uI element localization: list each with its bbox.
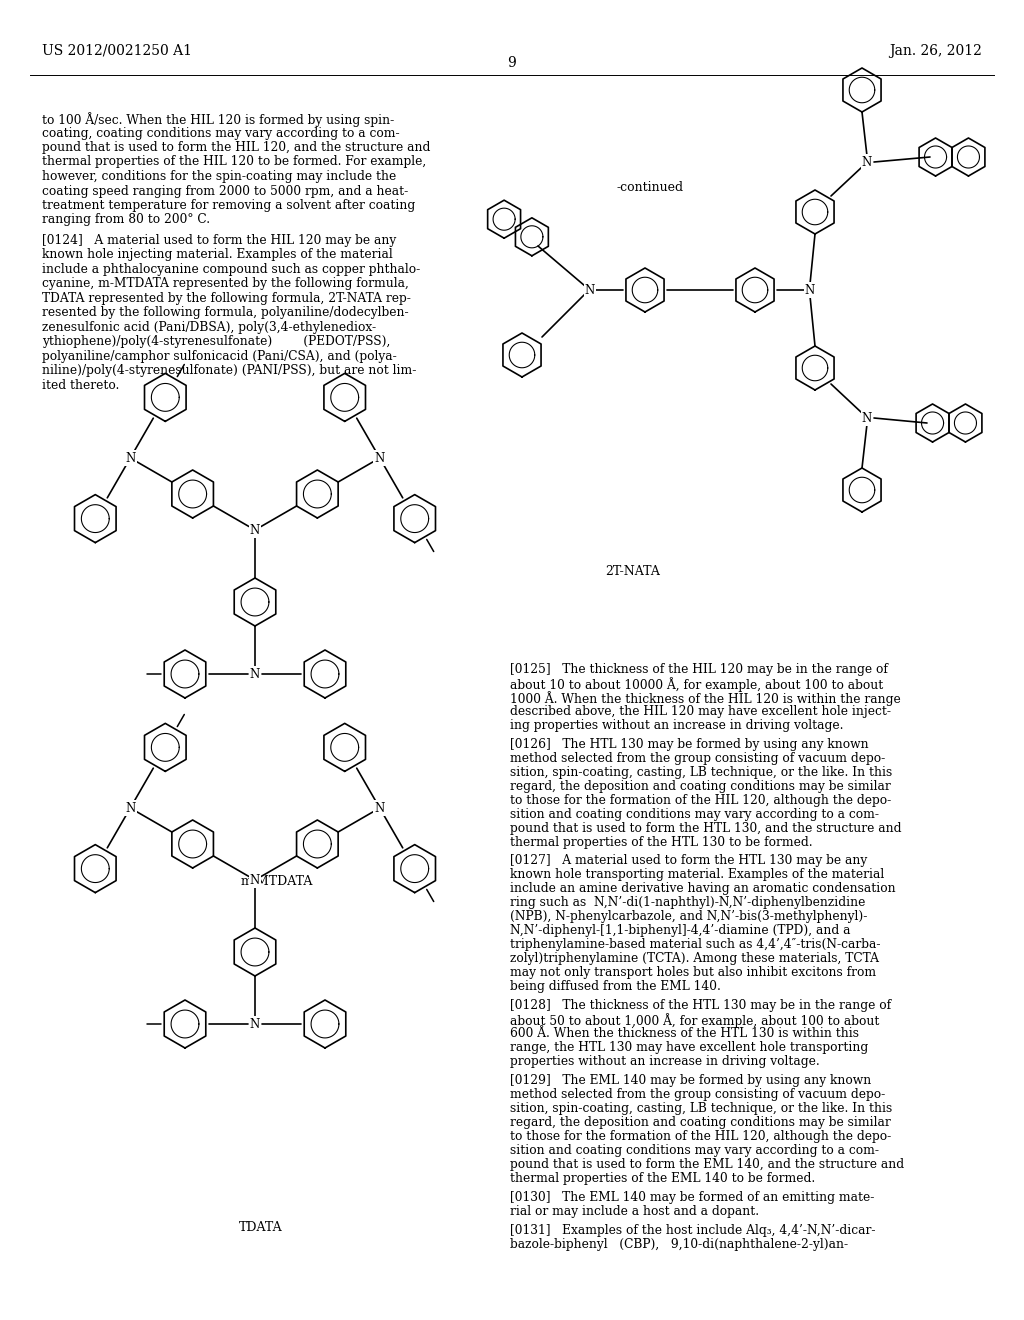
Text: to those for the formation of the HIL 120, although the depo-: to those for the formation of the HIL 12… — [510, 1130, 891, 1143]
Text: N: N — [250, 874, 260, 887]
Text: N: N — [862, 156, 872, 169]
Text: 9: 9 — [508, 55, 516, 70]
Text: m-MTDATA: m-MTDATA — [241, 875, 312, 888]
Text: [0127]   A material used to form the HTL 130 may be any: [0127] A material used to form the HTL 1… — [510, 854, 867, 867]
Text: sition, spin-coating, casting, LB technique, or the like. In this: sition, spin-coating, casting, LB techni… — [510, 1102, 892, 1115]
Text: coating speed ranging from 2000 to 5000 rpm, and a heat-: coating speed ranging from 2000 to 5000 … — [42, 185, 409, 198]
Text: coating, coating conditions may vary according to a com-: coating, coating conditions may vary acc… — [42, 127, 399, 140]
Text: N: N — [125, 451, 135, 465]
Text: 600 Å. When the thickness of the HTL 130 is within this: 600 Å. When the thickness of the HTL 130… — [510, 1027, 859, 1040]
Text: N: N — [250, 1018, 260, 1031]
Text: sition and coating conditions may vary according to a com-: sition and coating conditions may vary a… — [510, 1144, 879, 1158]
Text: N: N — [375, 451, 385, 465]
Text: include an amine derivative having an aromatic condensation: include an amine derivative having an ar… — [510, 883, 896, 895]
Text: [0131]   Examples of the host include Alq₃, 4,4’-N,N’-dicar-: [0131] Examples of the host include Alq₃… — [510, 1224, 876, 1237]
Text: US 2012/0021250 A1: US 2012/0021250 A1 — [42, 44, 193, 58]
Text: thermal properties of the EML 140 to be formed.: thermal properties of the EML 140 to be … — [510, 1172, 815, 1185]
Text: known hole transporting material. Examples of the material: known hole transporting material. Exampl… — [510, 869, 885, 882]
Text: (NPB), N-phenylcarbazole, and N,N’-bis(3-methylphenyl)-: (NPB), N-phenylcarbazole, and N,N’-bis(3… — [510, 911, 867, 924]
Text: thermal properties of the HIL 120 to be formed. For example,: thermal properties of the HIL 120 to be … — [42, 156, 426, 169]
Text: TDATA represented by the following formula, 2T-NATA rep-: TDATA represented by the following formu… — [42, 292, 411, 305]
Text: [0125]   The thickness of the HIL 120 may be in the range of: [0125] The thickness of the HIL 120 may … — [510, 663, 888, 676]
Text: ring such as  N,N’-di(1-naphthyl)-N,N’-diphenylbenzidine: ring such as N,N’-di(1-naphthyl)-N,N’-di… — [510, 896, 865, 909]
Text: polyaniline/camphor sulfonicacid (Pani/CSA), and (polya-: polyaniline/camphor sulfonicacid (Pani/C… — [42, 350, 396, 363]
Text: ythiophene)/poly(4-styrenesulfonate)        (PEDOT/PSS),: ythiophene)/poly(4-styrenesulfonate) (PE… — [42, 335, 390, 348]
Text: pound that is used to form the HTL 130, and the structure and: pound that is used to form the HTL 130, … — [510, 821, 901, 834]
Text: ited thereto.: ited thereto. — [42, 379, 120, 392]
Text: ing properties without an increase in driving voltage.: ing properties without an increase in dr… — [510, 718, 844, 731]
Text: pound that is used to form the EML 140, and the structure and: pound that is used to form the EML 140, … — [510, 1158, 904, 1171]
Text: rial or may include a host and a dopant.: rial or may include a host and a dopant. — [510, 1205, 759, 1218]
Text: zenesulfonic acid (Pani/DBSA), poly(3,4-ethylenediox-: zenesulfonic acid (Pani/DBSA), poly(3,4-… — [42, 321, 376, 334]
Text: 2T-NATA: 2T-NATA — [605, 565, 660, 578]
Text: method selected from the group consisting of vacuum depo-: method selected from the group consistin… — [510, 751, 886, 764]
Text: range, the HTL 130 may have excellent hole transporting: range, the HTL 130 may have excellent ho… — [510, 1041, 868, 1055]
Text: being diffused from the EML 140.: being diffused from the EML 140. — [510, 981, 721, 994]
Text: include a phthalocyanine compound such as copper phthalo-: include a phthalocyanine compound such a… — [42, 263, 420, 276]
Text: [0124]   A material used to form the HIL 120 may be any: [0124] A material used to form the HIL 1… — [42, 234, 396, 247]
Text: resented by the following formula, polyaniline/dodecylben-: resented by the following formula, polya… — [42, 306, 409, 319]
Text: [0126]   The HTL 130 may be formed by using any known: [0126] The HTL 130 may be formed by usin… — [510, 738, 868, 751]
Text: cyanine, m-MTDATA represented by the following formula,: cyanine, m-MTDATA represented by the fol… — [42, 277, 409, 290]
Text: N,N’-diphenyl-[1,1-biphenyl]-4,4’-diamine (TPD), and a: N,N’-diphenyl-[1,1-biphenyl]-4,4’-diamin… — [510, 924, 851, 937]
Text: N: N — [250, 524, 260, 536]
Text: sition and coating conditions may vary according to a com-: sition and coating conditions may vary a… — [510, 808, 879, 821]
Text: to 100 Å/sec. When the HIL 120 is formed by using spin-: to 100 Å/sec. When the HIL 120 is formed… — [42, 112, 394, 127]
Text: N: N — [805, 284, 815, 297]
Text: [0130]   The EML 140 may be formed of an emitting mate-: [0130] The EML 140 may be formed of an e… — [510, 1191, 874, 1204]
Text: properties without an increase in driving voltage.: properties without an increase in drivin… — [510, 1055, 820, 1068]
Text: N: N — [125, 801, 135, 814]
Text: about 50 to about 1,000 Å, for example, about 100 to about: about 50 to about 1,000 Å, for example, … — [510, 1014, 880, 1028]
Text: TDATA: TDATA — [240, 1221, 283, 1234]
Text: described above, the HIL 120 may have excellent hole inject-: described above, the HIL 120 may have ex… — [510, 705, 891, 718]
Text: thermal properties of the HTL 130 to be formed.: thermal properties of the HTL 130 to be … — [510, 836, 813, 849]
Text: may not only transport holes but also inhibit excitons from: may not only transport holes but also in… — [510, 966, 877, 979]
Text: N: N — [585, 284, 595, 297]
Text: zolyl)triphenylamine (TCTA). Among these materials, TCTA: zolyl)triphenylamine (TCTA). Among these… — [510, 953, 879, 965]
Text: sition, spin-coating, casting, LB technique, or the like. In this: sition, spin-coating, casting, LB techni… — [510, 766, 892, 779]
Text: niline)/poly(4-styrenesulfonate) (PANI/PSS), but are not lim-: niline)/poly(4-styrenesulfonate) (PANI/P… — [42, 364, 417, 378]
Text: regard, the deposition and coating conditions may be similar: regard, the deposition and coating condi… — [510, 780, 891, 792]
Text: bazole-biphenyl   (CBP),   9,10-di(naphthalene-2-yl)an-: bazole-biphenyl (CBP), 9,10-di(naphthale… — [510, 1238, 848, 1251]
Text: ranging from 80 to 200° C.: ranging from 80 to 200° C. — [42, 214, 210, 227]
Text: known hole injecting material. Examples of the material: known hole injecting material. Examples … — [42, 248, 393, 261]
Text: method selected from the group consisting of vacuum depo-: method selected from the group consistin… — [510, 1088, 886, 1101]
Text: -continued: -continued — [616, 181, 684, 194]
Text: N: N — [375, 801, 385, 814]
Text: to those for the formation of the HIL 120, although the depo-: to those for the formation of the HIL 12… — [510, 793, 891, 807]
Text: however, conditions for the spin-coating may include the: however, conditions for the spin-coating… — [42, 170, 396, 183]
Text: [0129]   The EML 140 may be formed by using any known: [0129] The EML 140 may be formed by usin… — [510, 1074, 871, 1088]
Text: treatment temperature for removing a solvent after coating: treatment temperature for removing a sol… — [42, 199, 416, 213]
Text: N: N — [250, 668, 260, 681]
Text: regard, the deposition and coating conditions may be similar: regard, the deposition and coating condi… — [510, 1117, 891, 1129]
Text: about 10 to about 10000 Å, for example, about 100 to about: about 10 to about 10000 Å, for example, … — [510, 677, 884, 692]
Text: 1000 Å. When the thickness of the HIL 120 is within the range: 1000 Å. When the thickness of the HIL 12… — [510, 690, 901, 705]
Text: pound that is used to form the HIL 120, and the structure and: pound that is used to form the HIL 120, … — [42, 141, 430, 154]
Text: Jan. 26, 2012: Jan. 26, 2012 — [889, 44, 982, 58]
Text: N: N — [862, 412, 872, 425]
Text: triphenylamine-based material such as 4,4’,4″-tris(N-carba-: triphenylamine-based material such as 4,… — [510, 939, 881, 952]
Text: [0128]   The thickness of the HTL 130 may be in the range of: [0128] The thickness of the HTL 130 may … — [510, 999, 891, 1012]
